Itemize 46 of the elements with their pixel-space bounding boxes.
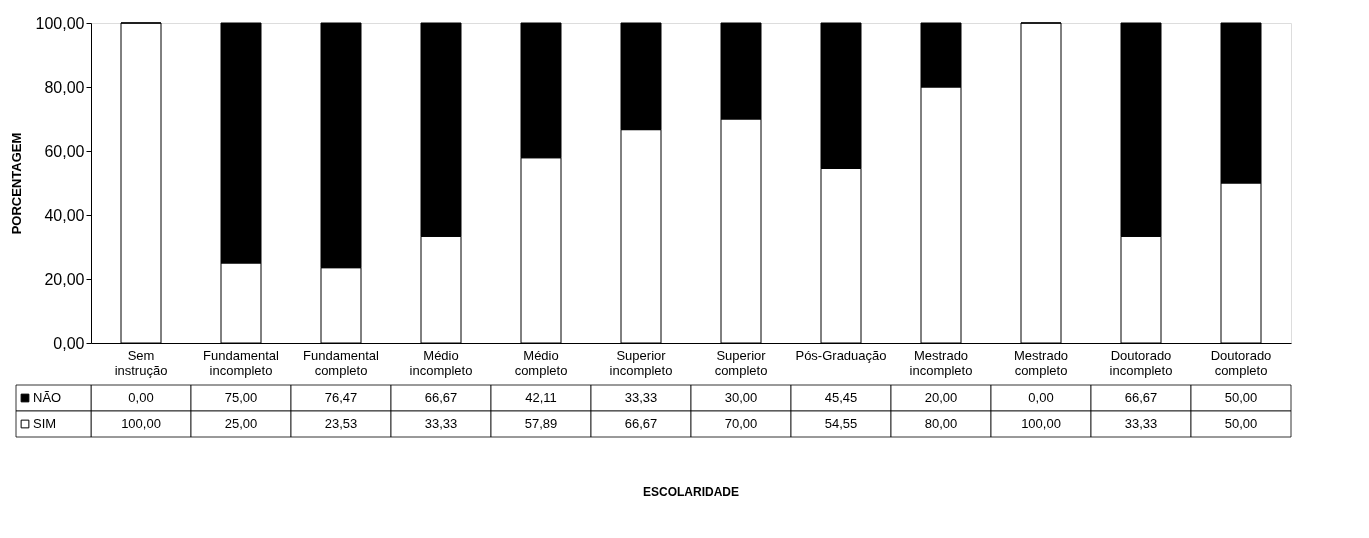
x-tick-label: Fundamental incompleto bbox=[203, 347, 280, 378]
data-label: 66,67 bbox=[424, 390, 458, 405]
text: ESCOLARIDADE bbox=[642, 485, 740, 499]
legend-label: NÃO bbox=[33, 390, 62, 405]
legend-label: SIM bbox=[33, 416, 57, 431]
x-tick-label: Pós-Graduação bbox=[795, 347, 887, 363]
y-tick-label: 40,00 bbox=[44, 206, 85, 224]
data-label: 100,00 bbox=[1021, 416, 1061, 431]
y-tick-label: 80,00 bbox=[44, 78, 85, 96]
data-label: 76,47 bbox=[324, 390, 358, 405]
x-tick-label: Médio completo bbox=[514, 347, 568, 378]
data-label: 66,67 bbox=[624, 416, 658, 431]
data-label: 75,00 bbox=[224, 390, 258, 405]
x-tick-label: Doutorado incompleto bbox=[1109, 347, 1173, 378]
data-label: 25,00 bbox=[224, 416, 258, 431]
data-label: 33,33 bbox=[1124, 416, 1158, 431]
y-tick-label: 0,00 bbox=[53, 334, 85, 352]
data-label: 20,00 bbox=[924, 390, 958, 405]
x-tick-label: Superior incompleto bbox=[609, 347, 673, 378]
data-label: 100,00 bbox=[121, 416, 161, 431]
data-label: 33,33 bbox=[424, 416, 458, 431]
data-label: 0,00 bbox=[1028, 390, 1054, 405]
data-label: 50,00 bbox=[1224, 416, 1258, 431]
x-tick-label: Doutorado completo bbox=[1210, 347, 1272, 378]
y-tick-label: 100,00 bbox=[35, 14, 85, 32]
y-tick-label: 60,00 bbox=[44, 142, 85, 160]
data-label: 0,00 bbox=[128, 390, 154, 405]
data-label: 66,67 bbox=[1124, 390, 1158, 405]
x-tick-label: Mestrado completo bbox=[1013, 347, 1069, 378]
data-label: 70,00 bbox=[724, 416, 758, 431]
x-tick-label: Superior completo bbox=[714, 347, 768, 378]
x-tick-label: Sem instrução bbox=[114, 347, 168, 378]
y-tick-label: 20,00 bbox=[44, 270, 85, 288]
data-label: 30,00 bbox=[724, 390, 758, 405]
data-label: 33,33 bbox=[624, 390, 658, 405]
x-tick-label: Mestrado incompleto bbox=[909, 347, 973, 378]
data-label: 45,45 bbox=[824, 390, 858, 405]
y-axis-title: PORCENTAGEM bbox=[8, 132, 24, 235]
x-tick-label: Fundamental completo bbox=[303, 347, 380, 378]
data-label: 54,55 bbox=[824, 416, 858, 431]
data-label: 23,53 bbox=[324, 416, 358, 431]
data-label: 80,00 bbox=[924, 416, 958, 431]
data-label: 50,00 bbox=[1224, 390, 1258, 405]
x-tick-label: Médio incompleto bbox=[409, 347, 473, 378]
data-label: 57,89 bbox=[524, 416, 558, 431]
data-label: 42,11 bbox=[525, 390, 557, 405]
